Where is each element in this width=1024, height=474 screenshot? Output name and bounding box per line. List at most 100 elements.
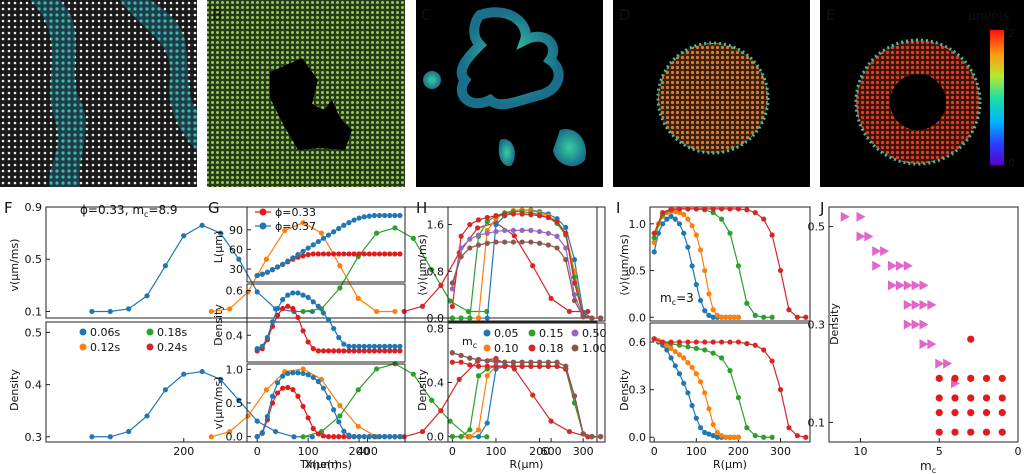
chart-g-bottom: 0.0 0.5 1.0 0 100 200 v(μm/ms) Time(ms) (212, 363, 406, 471)
data-point (199, 222, 205, 228)
data-point (927, 299, 937, 310)
data-point (510, 363, 517, 369)
plot-frame (45, 206, 598, 319)
data-point (290, 386, 296, 393)
data-point (199, 368, 205, 375)
y-tick-label: 0.0 (427, 431, 445, 444)
g-legend-033: ϕ=0.33 (275, 206, 316, 219)
data-point (458, 359, 464, 365)
x-axis-label: X(μm) (305, 458, 339, 471)
data-point (410, 235, 416, 241)
data-point (672, 216, 678, 222)
data-point (371, 251, 378, 257)
data-point (681, 355, 687, 361)
data-point (903, 280, 913, 291)
series-line (452, 209, 601, 319)
chart-g-top: 30 60 90 L(μm) (212, 206, 406, 283)
data-point (320, 348, 327, 354)
data-point (735, 394, 742, 401)
data-point (967, 374, 975, 382)
data-point (727, 339, 733, 345)
data-point (325, 348, 332, 354)
data-point (752, 433, 758, 439)
data-point (475, 217, 482, 223)
data-point (668, 213, 674, 219)
data-point (927, 339, 937, 350)
data-point (689, 263, 695, 269)
data-point (693, 371, 699, 377)
x-tick-label: 200 (529, 445, 550, 458)
f-annotation: ϕ=0.33, mc=8.9 (80, 203, 178, 219)
data-point (382, 434, 388, 440)
panel-letter-b: B (212, 6, 222, 24)
data-point (181, 371, 187, 377)
data-point (305, 294, 311, 300)
data-point (769, 232, 775, 238)
data-point (392, 308, 398, 315)
data-point (685, 390, 691, 396)
colorbar-unit: μm/ms (968, 9, 1009, 23)
data-point (280, 373, 286, 379)
data-point (467, 236, 473, 242)
data-point (280, 261, 286, 267)
data-point (449, 433, 455, 440)
panel-letter-d: D (619, 6, 631, 24)
data-point (651, 230, 657, 236)
h-legend-015: 0.15 (539, 327, 564, 340)
x-tick-label: 400 (357, 445, 378, 458)
f-legend: 0.06s 0.18s 0.12s 0.24s (79, 326, 187, 354)
data-point (744, 341, 750, 347)
data-point (731, 314, 737, 320)
data-point (510, 359, 517, 365)
data-point (502, 239, 508, 245)
data-point (919, 319, 929, 330)
data-point (300, 220, 306, 226)
data-point (300, 308, 306, 315)
data-point (710, 210, 716, 216)
data-point (697, 247, 704, 253)
data-point (475, 373, 482, 379)
data-point (467, 315, 473, 321)
y-tick-label: 0.6 (629, 336, 647, 349)
data-point (269, 267, 276, 273)
data-point (449, 286, 455, 292)
data-point (519, 363, 525, 369)
data-point (315, 303, 321, 309)
data-point (336, 251, 342, 257)
data-point (208, 308, 214, 315)
data-point (710, 350, 716, 356)
data-point (351, 343, 357, 349)
y-axis-label: Density (416, 369, 429, 411)
y-axis-label: ⟨v⟩(μm/ms) (618, 234, 631, 296)
series-1 (935, 335, 1006, 436)
data-point (272, 428, 279, 435)
data-point (676, 206, 683, 212)
data-point (935, 428, 943, 436)
data-point (510, 239, 517, 245)
data-point (528, 239, 534, 245)
data-point (366, 434, 372, 440)
data-point (126, 306, 132, 312)
data-point (735, 314, 742, 320)
data-point (685, 339, 691, 345)
x-axis-label: R(μm) (713, 458, 747, 471)
series-1 (208, 220, 398, 315)
data-point (467, 362, 473, 368)
data-point (769, 314, 775, 320)
data-point (337, 413, 343, 419)
plot-frame (45, 321, 598, 443)
data-point (341, 341, 347, 347)
x-tick-label: 10 (854, 445, 868, 458)
y-axis-label: Density (828, 303, 841, 345)
data-point (355, 423, 361, 429)
data-point (467, 221, 473, 228)
data-point (305, 245, 311, 251)
data-point (107, 434, 113, 440)
f-legend-018: 0.18s (157, 326, 187, 339)
data-point (419, 303, 426, 309)
data-point (511, 233, 517, 239)
data-point (484, 373, 490, 379)
data-point (162, 387, 168, 393)
data-point (919, 280, 929, 291)
data-point (449, 280, 455, 286)
